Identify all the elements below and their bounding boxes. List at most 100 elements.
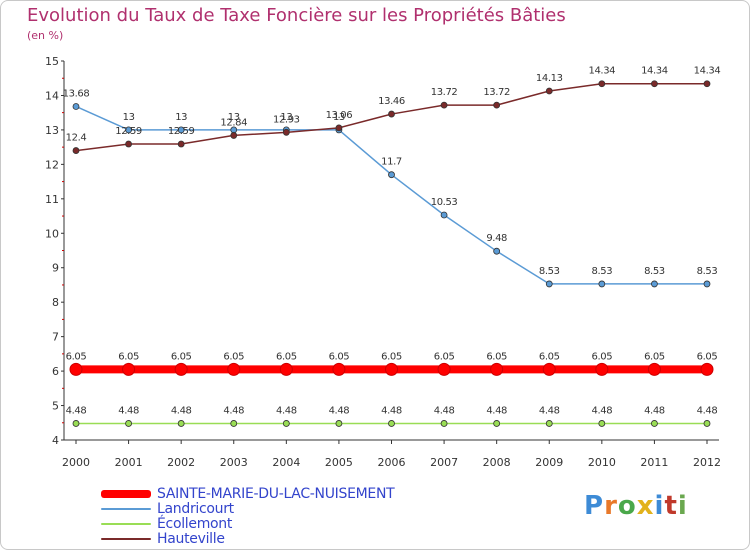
- x-tick-label: 2006: [378, 456, 406, 469]
- legend-label: Écollemont: [157, 515, 233, 532]
- data-point: [440, 420, 448, 427]
- x-tick-label: 2009: [535, 456, 563, 469]
- logo-letter: i: [677, 491, 688, 521]
- data-point: [595, 362, 609, 376]
- data-label: 4.48: [276, 405, 297, 416]
- y-tick-label: 15: [45, 55, 59, 68]
- legend-item: Écollemont: [101, 515, 394, 532]
- data-point: [437, 362, 451, 376]
- legend-item: Landricourt: [101, 501, 394, 517]
- data-point: [493, 420, 501, 427]
- data-label: 6.05: [539, 351, 560, 362]
- data-point: [332, 362, 346, 376]
- legend-swatch: [101, 522, 151, 525]
- y-tick-label: 12: [45, 158, 59, 171]
- data-point: [545, 420, 553, 427]
- x-tick-label: 2004: [272, 456, 300, 469]
- data-label: 12.59: [115, 126, 142, 137]
- data-label: 8.53: [697, 266, 718, 277]
- data-point: [230, 132, 238, 139]
- data-label: 4.48: [434, 405, 455, 416]
- data-label: 14.34: [641, 66, 668, 77]
- proxiti-logo: Proxiti: [584, 491, 688, 521]
- data-label: 4.48: [171, 405, 192, 416]
- y-unit-label: (en %): [27, 29, 64, 42]
- data-point: [388, 420, 395, 427]
- data-label: 6.05: [434, 351, 455, 362]
- data-point: [230, 420, 238, 427]
- data-label: 12.93: [273, 114, 300, 125]
- logo-letter: x: [636, 491, 655, 521]
- logo-letter: o: [617, 491, 637, 521]
- data-label: 14.34: [694, 66, 721, 77]
- data-point: [125, 420, 132, 427]
- x-tick-label: 2008: [483, 456, 511, 469]
- data-label: 11.7: [381, 157, 402, 168]
- data-label: 8.53: [591, 266, 612, 277]
- x-tick-label: 2002: [167, 456, 195, 469]
- data-label: 4.48: [486, 405, 507, 416]
- data-point: [651, 420, 658, 427]
- legend: SAINTE-MARIE-DU-LAC-NUISEMENT Landricourt…: [101, 486, 395, 547]
- x-tick-label: 2000: [62, 456, 90, 469]
- data-label: 6.05: [118, 351, 139, 362]
- data-point: [72, 147, 80, 154]
- data-label: 4.48: [644, 405, 665, 416]
- data-label: 13.06: [326, 110, 353, 121]
- data-point: [493, 247, 501, 255]
- data-label: 12.59: [168, 126, 195, 137]
- data-point: [493, 101, 501, 109]
- data-point: [388, 110, 395, 118]
- data-point: [125, 126, 132, 134]
- data-point: [282, 420, 290, 427]
- data-label: 4.48: [539, 405, 560, 416]
- x-tick-label: 2010: [588, 456, 616, 469]
- y-tick-label: 5: [52, 400, 59, 413]
- data-label: 4.48: [329, 405, 350, 416]
- data-point: [700, 362, 714, 376]
- data-point: [335, 420, 343, 427]
- data-point: [703, 80, 711, 88]
- data-point: [335, 124, 343, 132]
- data-point: [279, 362, 293, 376]
- data-label: 13: [175, 112, 187, 123]
- data-point: [598, 420, 606, 427]
- data-point: [703, 420, 711, 427]
- data-label: 6.05: [329, 351, 350, 362]
- data-point: [125, 140, 132, 148]
- y-tick-label: 7: [52, 331, 59, 344]
- data-point: [545, 87, 553, 95]
- data-label: 4.48: [697, 405, 718, 416]
- y-tick-label: 10: [45, 227, 59, 240]
- data-point: [651, 280, 658, 288]
- x-tick-label: 2011: [640, 456, 668, 469]
- data-point: [72, 420, 80, 427]
- data-label: 4.48: [223, 405, 244, 416]
- y-tick-label: 8: [52, 296, 59, 309]
- legend-swatch: [101, 537, 151, 540]
- y-tick-label: 14: [45, 89, 59, 102]
- data-point: [545, 280, 553, 288]
- data-label: 13: [123, 112, 135, 123]
- data-point: [174, 362, 188, 376]
- y-tick-label: 13: [45, 124, 59, 137]
- data-point: [703, 280, 711, 288]
- data-label: 12.84: [220, 117, 247, 128]
- legend-item: SAINTE-MARIE-DU-LAC-NUISEMENT: [101, 486, 395, 502]
- data-label: 4.48: [118, 405, 139, 416]
- chart-title: Evolution du Taux de Taxe Foncière sur l…: [27, 5, 566, 26]
- data-label: 4.48: [381, 405, 402, 416]
- logo-letter: r: [604, 491, 618, 521]
- data-label: 6.05: [223, 351, 244, 362]
- data-label: 10.53: [431, 197, 458, 208]
- x-tick-label: 2005: [325, 456, 353, 469]
- data-point: [177, 126, 185, 134]
- data-label: 4.48: [591, 405, 612, 416]
- y-tick-label: 9: [52, 262, 59, 275]
- data-label: 14.13: [536, 73, 563, 84]
- data-label: 14.34: [589, 66, 616, 77]
- logo-letter: i: [654, 491, 665, 521]
- y-tick-label: 4: [52, 434, 59, 447]
- data-label: 6.05: [591, 351, 612, 362]
